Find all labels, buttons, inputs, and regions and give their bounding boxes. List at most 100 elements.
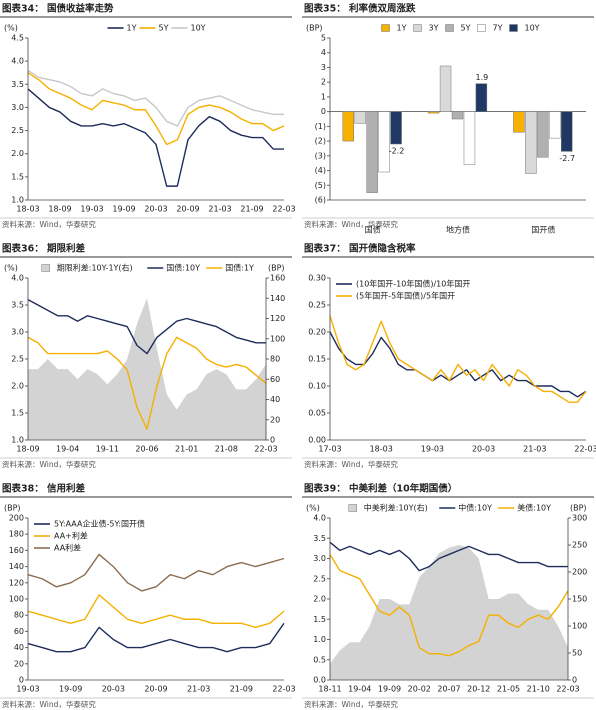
x-tick-label: 22-03 (272, 205, 295, 214)
source: 资料来源：Wind，华泰研究 (2, 219, 96, 229)
bar (463, 111, 476, 165)
bar (354, 111, 366, 124)
x-tick-label: 20-03 (102, 685, 125, 694)
x-tick-label: 21-03 (187, 685, 210, 694)
y-tick-label: 3.0 (11, 328, 24, 337)
x-tick-label: 19-11 (96, 445, 119, 454)
y-tick-label: 4 (321, 48, 326, 57)
line (27, 594, 285, 629)
legend-swatch (41, 264, 50, 272)
x-tick-label: 22-03 (556, 685, 579, 694)
y-tick-label: 20 (14, 659, 24, 668)
y-tick-label: 60 (14, 627, 24, 636)
y-tick-label: 3.5 (11, 80, 24, 89)
x-tick-label: 19-04 (56, 445, 79, 454)
y-tick-label: (3) (315, 151, 326, 160)
y-tick-label: 80 (14, 611, 24, 620)
legend-label: 中美利差:10Y(右) (364, 503, 428, 513)
bar (525, 111, 537, 174)
legend-swatch (381, 24, 390, 32)
chart-title: 图表34： 国债收益率走势 (2, 3, 114, 15)
y-axis-label: (BP) (306, 24, 323, 33)
legend-label: 5Y (159, 24, 169, 33)
y-tick-label: 0.15 (308, 355, 326, 364)
area (28, 298, 266, 440)
y-tick-label: 0.20 (308, 328, 326, 337)
legend-label: (5年国开-5年国债)/5年国开 (356, 291, 455, 301)
legend-swatch (509, 24, 518, 32)
y-tick-label: 200 (9, 514, 24, 523)
x-tick-label: 19-09 (59, 685, 82, 694)
legend-label: 7Y (493, 24, 503, 33)
source: 资料来源：Wind，华泰研究 (304, 459, 398, 469)
chart-title: 图表36： 期限利差 (2, 243, 86, 255)
y2-tick-label: 160 (270, 274, 285, 283)
legend-swatch (348, 504, 357, 512)
x-tick-label: 20-06 (135, 445, 158, 454)
line (329, 331, 587, 398)
y-axis-label: (%) (4, 24, 18, 33)
line (27, 622, 285, 653)
y-tick-label: 3.0 (313, 554, 326, 563)
y2-tick-label: 20 (270, 415, 280, 424)
y-tick-label: 180 (9, 530, 24, 539)
chart-title: 图表38： 信用利差 (2, 483, 86, 495)
y-tick-label: 2.5 (313, 574, 326, 583)
x-tick-label: 20-09 (144, 685, 167, 694)
bar (378, 111, 390, 173)
x-tick-label: 22-03 (272, 685, 295, 694)
line (27, 69, 284, 127)
x-tick-label: 18-09 (48, 205, 71, 214)
y-tick-label: 1 (321, 92, 326, 101)
y-tick-label: 2 (321, 78, 326, 87)
line (27, 88, 284, 187)
x-tick-label: 19-03 (80, 205, 103, 214)
legend-label: 1Y (397, 24, 407, 33)
y2-tick-label: 250 (572, 541, 587, 550)
y-tick-label: 160 (9, 546, 24, 555)
y-tick-label: 0 (19, 676, 24, 685)
x-tick-label: 20-03 (472, 445, 495, 454)
legend-label: 5Y:AAA企业债-5Y:国开债 (54, 519, 145, 529)
line (329, 541, 568, 572)
y2-tick-label: 200 (572, 568, 587, 577)
y-tick-label: 4.5 (11, 34, 24, 43)
x-tick-label: 19-04 (348, 685, 371, 694)
x-tick-label: 21-08 (215, 445, 238, 454)
y-axis-label: (%) (306, 504, 320, 513)
x-tick-label: 18-03 (16, 205, 39, 214)
legend-swatch (413, 24, 422, 32)
y2-tick-label: 60 (270, 375, 280, 384)
y-tick-label: 1.5 (11, 409, 24, 418)
y-tick-label: 2.0 (313, 595, 326, 604)
bar (390, 111, 402, 145)
source: 资料来源：Wind，华泰研究 (304, 219, 398, 229)
y-tick-label: (2) (315, 137, 326, 146)
line (329, 554, 569, 657)
x-tick-label: 20-02 (408, 685, 431, 694)
y2-tick-label: 120 (270, 314, 285, 323)
y-tick-label: 1.5 (11, 172, 24, 181)
x-tick-label: 20-09 (176, 205, 199, 214)
x-tick-label: 国开债 (531, 225, 555, 235)
x-tick-label: 22-03 (574, 445, 596, 454)
line (27, 553, 285, 592)
y-tick-label: 4.0 (11, 57, 24, 66)
legend-label: AA利差 (54, 543, 81, 553)
x-tick-label: 18-11 (318, 685, 341, 694)
legend-swatch (477, 24, 486, 32)
y2-tick-label: 150 (572, 595, 587, 604)
line (27, 72, 285, 146)
x-tick-label: 21-03 (208, 205, 231, 214)
y-tick-label: 3.0 (11, 103, 24, 112)
x-tick-label: 22-03 (254, 445, 277, 454)
y-tick-label: 2.5 (11, 126, 24, 135)
line (329, 315, 587, 403)
y2-tick-label: 0 (270, 436, 275, 445)
line (27, 298, 266, 355)
x-tick-label: 21-01 (175, 445, 198, 454)
x-tick-label: 18-09 (16, 445, 39, 454)
legend-label: 10Y (525, 24, 540, 33)
x-tick-label: 19-09 (112, 205, 135, 214)
legend-label: 期限利差:10Y-1Y(右) (57, 263, 133, 273)
